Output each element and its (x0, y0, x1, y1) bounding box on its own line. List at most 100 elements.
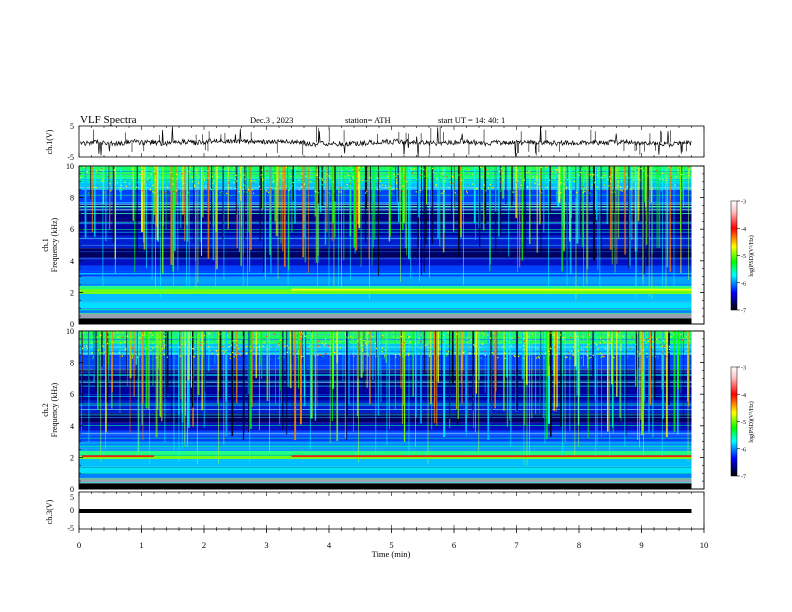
spectrogram-speckle (141, 178, 143, 180)
spectrogram-speckle (626, 185, 629, 188)
spectrogram-speckle (402, 185, 404, 187)
spectrogram-speckle (212, 348, 215, 350)
spectrogram-speckle (408, 169, 410, 171)
colorbar-tick-label: -4 (741, 227, 746, 233)
spectrogram-speckle (402, 356, 404, 358)
spectrogram-speckle (302, 181, 304, 183)
spectrogram-speckle (239, 174, 241, 176)
spectrogram-speckle (638, 353, 641, 355)
spectrogram-speckle (517, 180, 519, 182)
spectrogram-speckle (440, 180, 443, 183)
spectrogram-speckle (476, 182, 478, 184)
spectrogram-speckle (270, 181, 272, 183)
spectrogram-speckle (654, 355, 657, 358)
spectrogram-speckle (625, 188, 627, 190)
spectrogram-sferic (658, 166, 661, 249)
spectrogram-speckle (648, 335, 650, 338)
spectrogram-speckle (678, 348, 680, 351)
spectrogram-speckle (144, 334, 146, 336)
spectrogram-speckle (189, 166, 191, 168)
spectrogram-speckle (384, 184, 387, 187)
spectrogram-speckle (556, 192, 558, 194)
spectrogram-sferic (502, 331, 505, 411)
spectrogram-speckle (527, 335, 529, 338)
spectrogram-sferic (649, 331, 652, 406)
spectrogram-speckle (277, 357, 279, 359)
spectrogram-speckle (316, 169, 318, 171)
spectrogram-speckle (122, 336, 124, 339)
spectrogram-speckle (518, 355, 520, 358)
ch2-colorbar-ticks: -3-4-5-6-7 (737, 366, 746, 481)
spectrogram-speckle (334, 342, 336, 344)
spectrogram-speckle (321, 170, 323, 172)
spectrogram-speckle (642, 349, 644, 351)
spectrogram-speckle (230, 187, 232, 189)
spectrogram-speckle (250, 352, 252, 354)
spectrogram-speckle (121, 189, 124, 191)
spectrogram-speckle (101, 169, 103, 171)
spectrogram-speckle (233, 339, 235, 341)
spectrogram-sferic (539, 166, 541, 225)
spectrogram-speckle (527, 343, 529, 346)
spectrogram-speckle (597, 348, 599, 350)
spectrogram-sferic (345, 331, 348, 440)
spectrogram-sferic (136, 166, 138, 254)
spectrogram-speckle (420, 340, 422, 342)
spectrogram-speckle (131, 339, 133, 341)
colorbar-tick-label: -4 (741, 393, 746, 399)
spectrogram-speckle (149, 189, 151, 191)
spectrogram-sferic (180, 166, 182, 229)
spectrogram-speckle (344, 176, 346, 178)
spectrogram-band (79, 477, 692, 485)
spectrogram-speckle (372, 336, 374, 338)
spectrogram-speckle (442, 336, 445, 338)
spectrogram-sferic-long (187, 331, 189, 448)
spectrogram-sferic-long (178, 331, 180, 462)
spectrogram-speckle (225, 349, 227, 351)
spectrogram-speckle (515, 188, 517, 190)
spectrogram-sferic (645, 166, 648, 245)
spectrogram-speckle (261, 169, 263, 171)
spectrogram-speckle (137, 181, 139, 183)
spectrogram-speckle (353, 177, 355, 179)
spectrogram-speckle (555, 170, 557, 172)
spectrogram-speckle (627, 348, 629, 350)
spectrogram-speckle (367, 354, 369, 357)
spectrogram-speckle (286, 345, 288, 347)
ch3-ytick-middle: 0 (70, 506, 74, 515)
ch3-waveform-ylabel: ch.3(V) (45, 499, 54, 524)
spectrogram-speckle (401, 346, 403, 348)
spectrogram-speckle (181, 337, 183, 339)
spectrogram-speckle (105, 353, 107, 355)
spectrogram-speckle (250, 349, 252, 352)
spectrogram-speckle (543, 357, 545, 359)
spectrogram-speckle (535, 357, 538, 359)
spectrogram-sferic (498, 166, 500, 237)
spectrogram-sferic (95, 331, 97, 392)
spectrogram-speckle (120, 342, 122, 344)
spectrogram-speckle (511, 166, 513, 168)
spectrogram-tone-line (79, 385, 692, 387)
spectrogram-sferic-long (138, 331, 140, 454)
spectrogram-sferic (193, 166, 195, 243)
spectrogram-speckle (171, 177, 174, 179)
spectrogram-speckle (552, 342, 554, 344)
spectrogram-speckle (403, 341, 405, 344)
spectrogram-speckle (169, 181, 171, 183)
ch3-ytick-bottom: -5 (67, 524, 74, 533)
spectrogram-speckle (583, 179, 585, 181)
ch1-colorbar: -3-4-5-6-7 log(PSD)(V²/Hz) (730, 200, 755, 315)
spectrogram-speckle (590, 333, 592, 335)
spectrogram-speckle (344, 168, 346, 170)
spectrogram-band (79, 473, 692, 478)
spectrogram-speckle (507, 172, 509, 174)
spectrogram-tone-line (79, 482, 692, 483)
spectrogram-speckle (247, 188, 250, 191)
spectrogram-speckle (358, 169, 361, 172)
start-ut-label: start UT = 14: 40: 1 (438, 115, 505, 125)
ch3-waveform-time-ticks (78, 492, 705, 529)
spectrogram-tone-line (79, 238, 692, 240)
spectrogram-speckle (661, 345, 663, 348)
spectrogram-speckle (107, 331, 109, 333)
spectrogram-sferic (450, 166, 452, 215)
